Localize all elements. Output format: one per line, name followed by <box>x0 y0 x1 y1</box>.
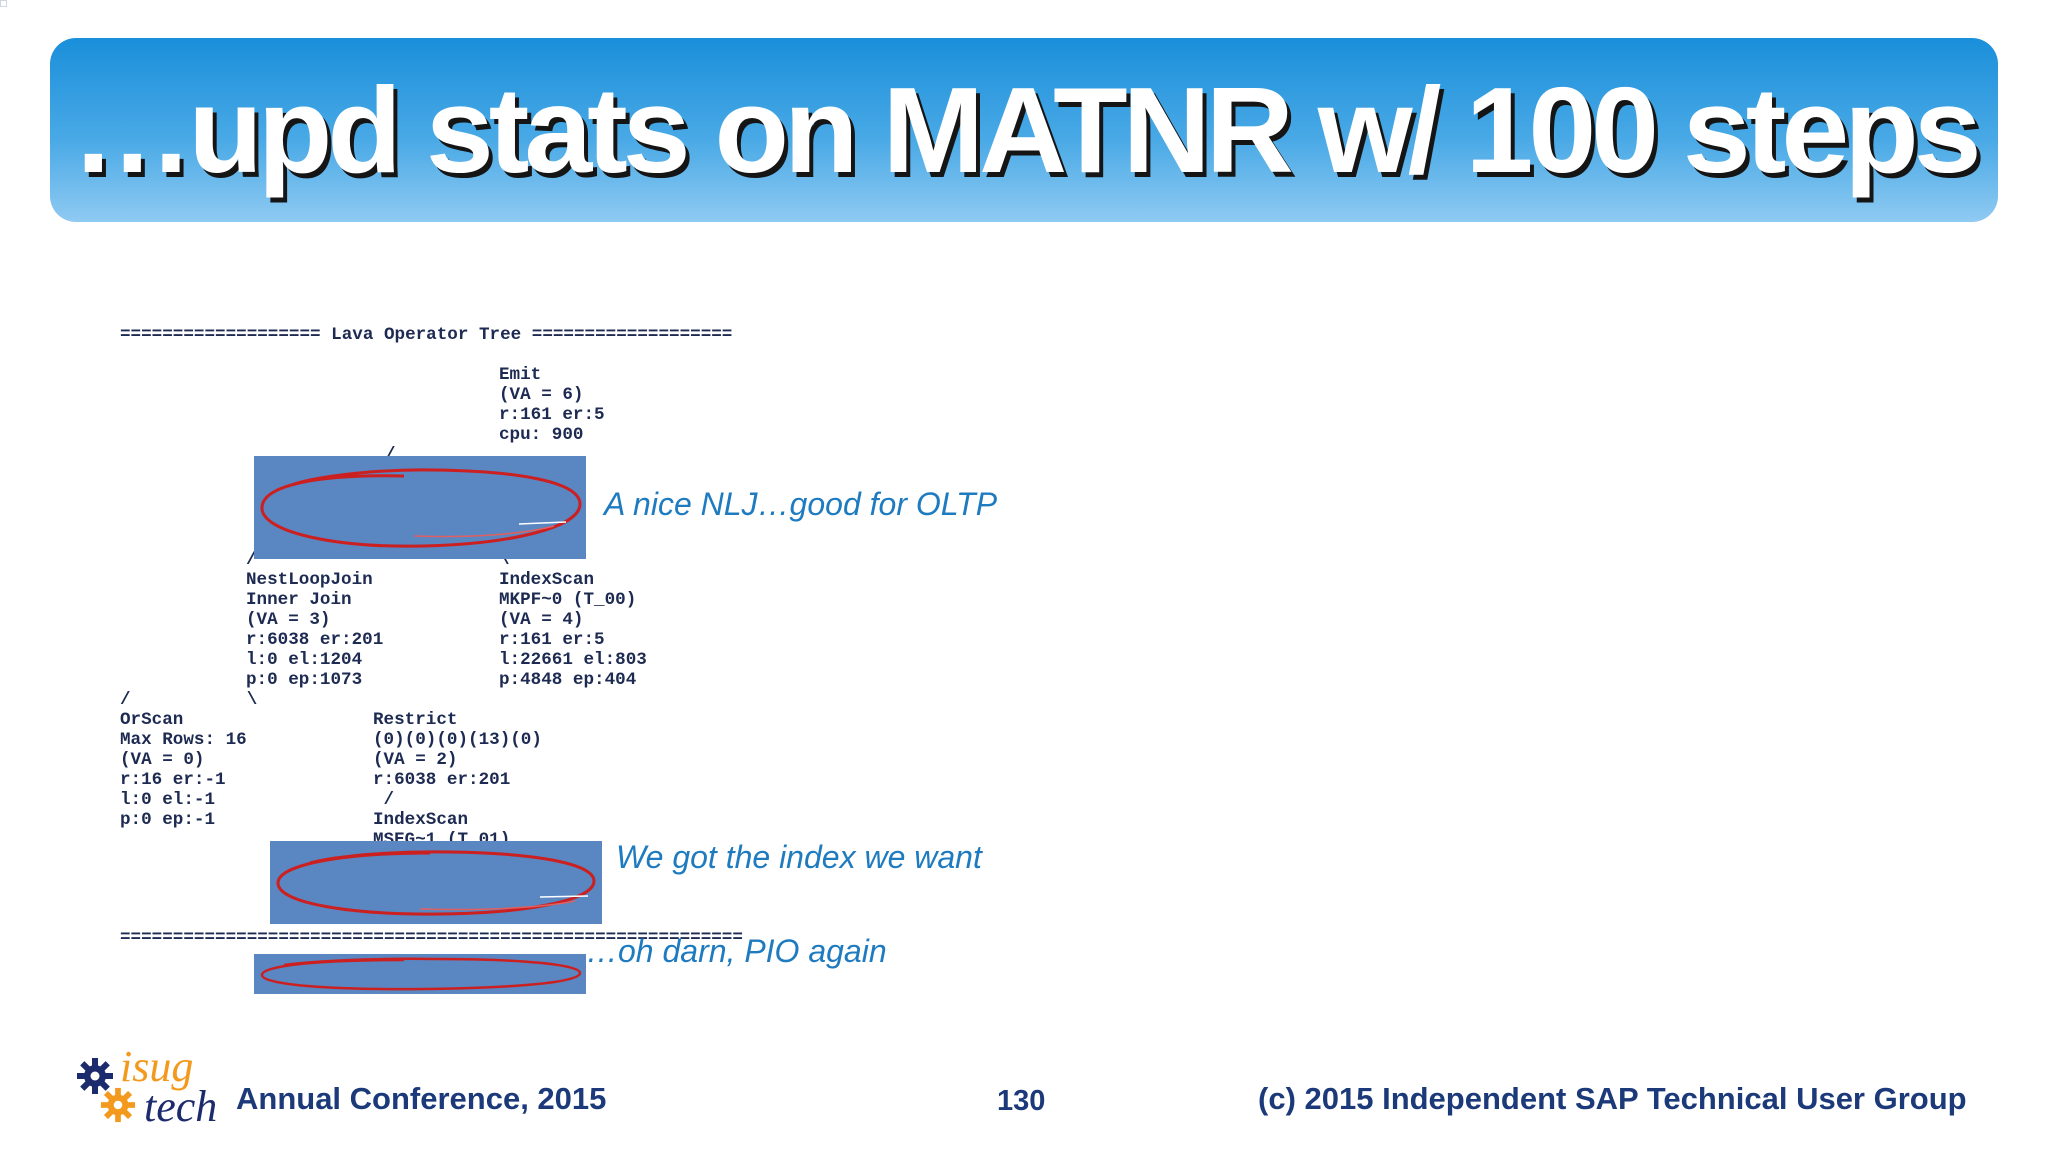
gear-icon <box>100 1087 136 1123</box>
title-bar: …upd stats on MATNR w/ 100 steps <box>50 38 1998 222</box>
logo-isug-text: isug <box>120 1042 194 1091</box>
plan-nlj-branches: / \ <box>120 690 258 710</box>
nlj-highlight-box <box>254 456 586 559</box>
plan-orscan-node: OrScan Max Rows: 16 (VA = 0) r:16 er:-1 … <box>120 710 247 830</box>
nlj-annotation: A nice NLJ…good for OLTP <box>604 486 998 522</box>
red-circle-icon <box>276 850 596 916</box>
index-annotation: We got the index we want <box>616 839 982 875</box>
gear-icon <box>77 1058 113 1094</box>
conference-name: Annual Conference, 2015 <box>236 1081 607 1116</box>
plan-emit-node: Emit (VA = 6) r:161 er:5 cpu: 900 <box>499 365 605 445</box>
red-circle-icon <box>260 957 582 991</box>
isug-tech-logo: isug tech <box>72 1045 232 1135</box>
page-number: 130 <box>997 1085 1046 1117</box>
pio-annotation: …oh darn, PIO again <box>586 933 887 969</box>
red-circle-icon <box>260 468 582 548</box>
plan-footer-rule: ========================================… <box>120 928 743 948</box>
slide-title: …upd stats on MATNR w/ 100 steps <box>71 62 1981 198</box>
corner-mark <box>0 0 7 7</box>
pio-highlight-box <box>254 954 586 994</box>
indexscan-highlight-box <box>270 841 602 924</box>
plan-header-rule: =================== Lava Operator Tree =… <box>120 325 733 345</box>
plan-nestloopjoin-node: / NestLoopJoin Inner Join (VA = 3) r:603… <box>246 550 384 690</box>
logo-tech-text: tech <box>144 1082 218 1131</box>
copyright: (c) 2015 Independent SAP Technical User … <box>1258 1081 1967 1116</box>
plan-indexscan-node: \ IndexScan MKPF~0 (T_00) (VA = 4) r:161… <box>499 550 647 690</box>
plan-restrict-node: Restrict (0)(0)(0)(13)(0) (VA = 2) r:603… <box>373 710 542 850</box>
plan-emit-branch: / <box>385 445 396 465</box>
